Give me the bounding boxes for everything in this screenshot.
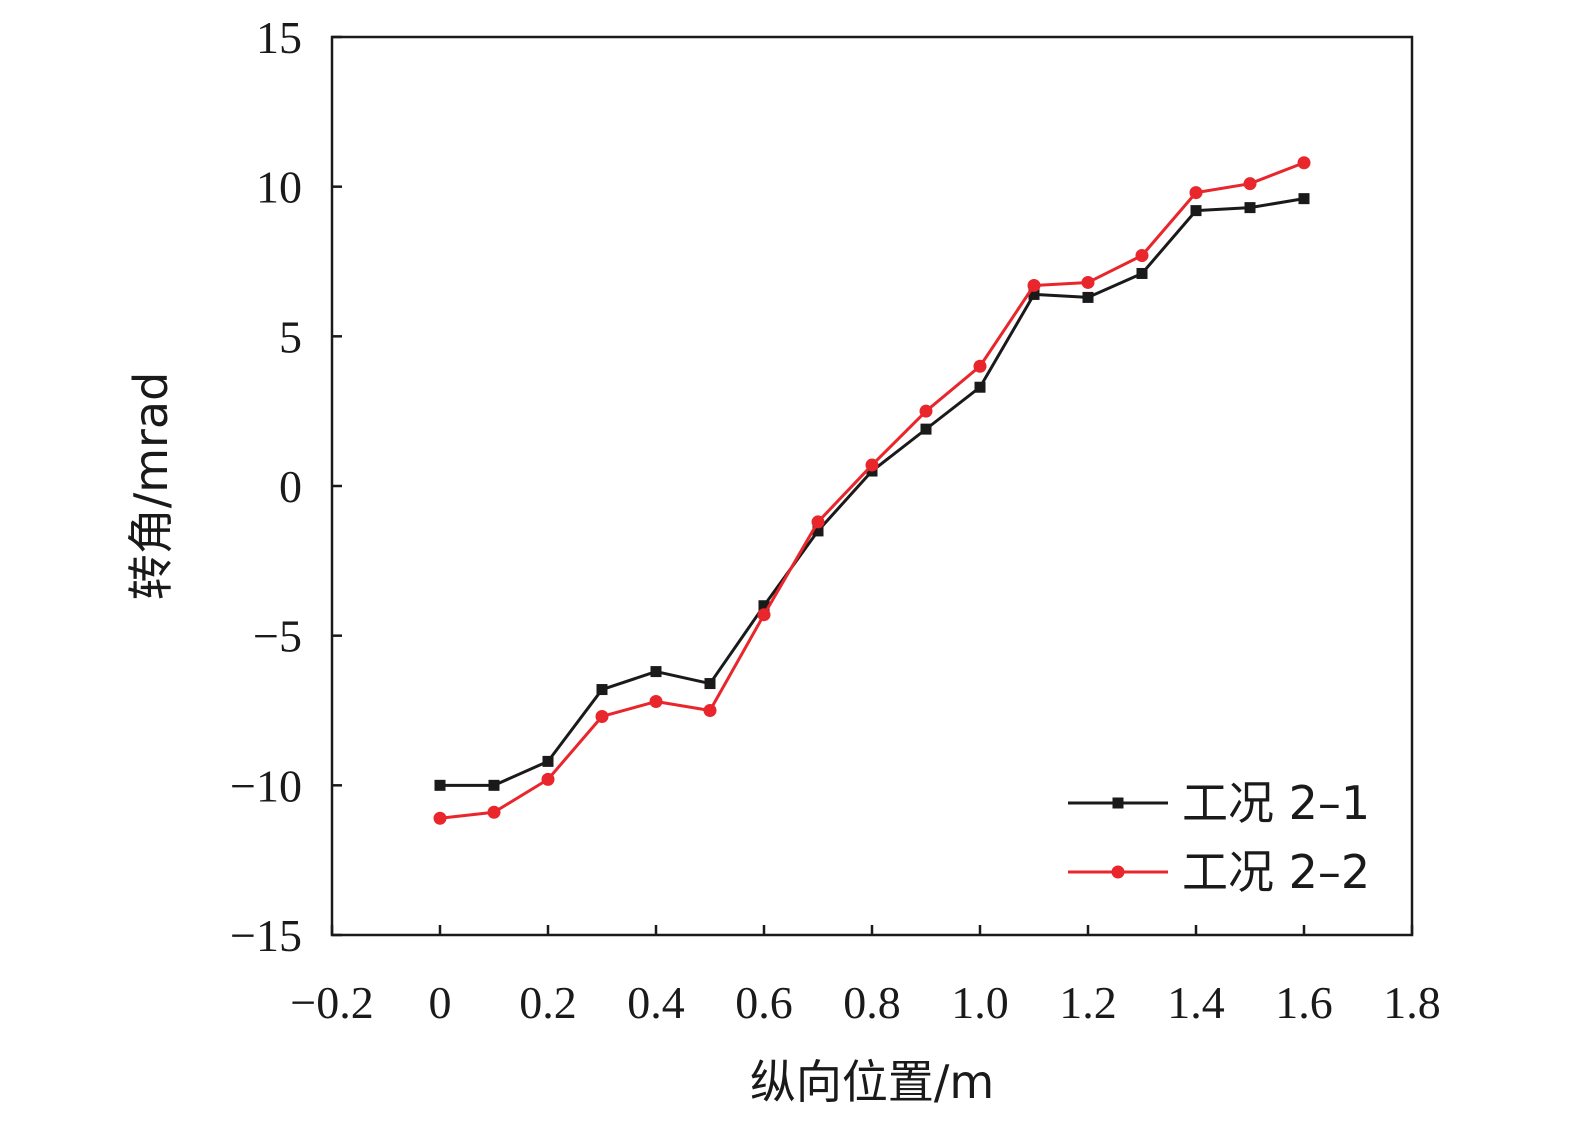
data-point [1190,205,1202,217]
data-point [487,805,501,819]
x-tick-label: 0.2 [519,977,577,1028]
series-2 [433,156,1311,825]
data-point [811,515,825,529]
data-point [757,608,771,622]
data-point [541,772,555,786]
x-tick-label: 1.6 [1275,977,1333,1028]
y-tick-label: 15 [256,12,302,63]
data-point [920,423,932,435]
series-1 [434,193,1310,791]
x-axis: −0.2 0 0.2 0.4 0.6 0.8 1.0 1.2 1.4 1.6 1.8 [290,925,1441,1028]
data-point [703,704,717,717]
legend-item: 工况 2–1 [1068,776,1370,830]
y-tick-label: −15 [230,910,302,961]
x-tick-label: 1.2 [1059,977,1117,1028]
data-point [434,779,446,791]
data-point [542,755,554,767]
data-point [488,779,500,791]
y-axis: −15 −10 −5 0 5 10 15 [230,12,342,961]
legend-item: 工况 2–2 [1068,845,1370,899]
x-tick-label: 0.6 [735,977,793,1028]
legend-label: 工况 2–1 [1182,776,1370,830]
data-point [1244,202,1256,214]
data-point [1027,278,1041,292]
x-tick-label: −0.2 [290,977,373,1028]
data-point [973,359,987,373]
y-tick-label: 5 [279,311,302,362]
data-point [865,458,879,472]
series-line [440,197,1305,787]
data-point [1243,177,1257,191]
legend: 工况 2–1 工况 2–2 [1068,776,1370,899]
data-point [1298,193,1310,205]
data-point [596,684,608,696]
x-tick-label: 1.0 [951,977,1009,1028]
data-point [1189,186,1203,200]
legend-marker [1112,797,1124,809]
y-tick-label: 10 [256,162,302,213]
x-tick-label: 0.8 [843,977,901,1028]
data-point [1297,156,1311,170]
data-point [974,381,986,393]
data-point [1028,288,1040,300]
x-tick-label: 1.8 [1383,977,1441,1028]
data-point [433,811,447,825]
data-point [812,525,824,537]
y-axis-title: 转角/mrad [124,372,178,601]
y-tick-label: −5 [253,611,302,662]
x-tick-label: 0.4 [627,977,685,1028]
data-point [1136,267,1148,279]
data-point [649,695,663,709]
series-layer [433,156,1311,825]
data-point [650,666,662,678]
legend-label: 工况 2–2 [1182,845,1370,899]
legend-marker [1111,865,1125,879]
x-axis-title: 纵向位置/m [750,1055,994,1109]
y-tick-label: −10 [230,760,302,811]
data-point [1135,249,1149,263]
data-point [758,600,770,612]
data-point [1082,291,1094,303]
x-tick-label: 1.4 [1167,977,1225,1028]
series-line [439,161,1305,820]
data-point [919,404,933,418]
data-point [704,678,716,690]
x-tick-label: 0 [429,977,452,1028]
data-point [595,709,609,723]
data-point [1081,275,1095,289]
y-tick-label: 0 [279,461,302,512]
